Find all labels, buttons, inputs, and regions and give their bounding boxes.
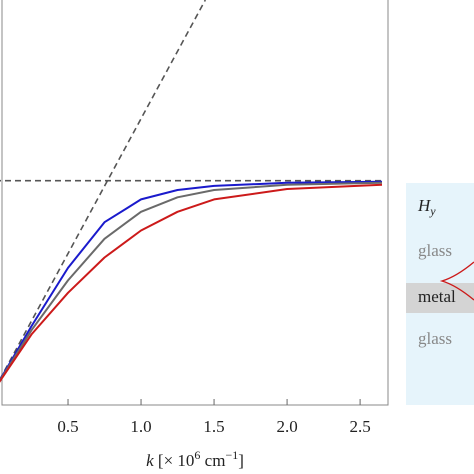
field-profile (439, 261, 474, 301)
inset-middle-label: metal (418, 287, 456, 306)
series-line (0, 180, 383, 382)
x-axis-label: k [× 106 cm−1] (146, 445, 244, 470)
x-tick-label: 1.0 (130, 417, 151, 436)
x-label-unit-exp: −1 (225, 448, 238, 462)
field-symbol: H (417, 196, 432, 215)
plot-frame (1, 0, 389, 406)
x-tick-label: 0.5 (57, 417, 78, 436)
x-label-unit: cm (205, 451, 226, 470)
x-tick-label: 1.5 (203, 417, 224, 436)
series-line (0, 181, 383, 383)
metal-layer (406, 283, 474, 313)
series-line (0, 0, 207, 381)
x-label-symbol: k (146, 451, 154, 470)
x-label-exp: 6 (194, 448, 200, 462)
field-subscript: y (429, 204, 436, 218)
inset-top-label: glass (418, 241, 452, 260)
inset-field: Hy (417, 196, 436, 218)
x-label-close: ] (238, 451, 244, 470)
series-line (0, 183, 383, 383)
inset: Hy glass metal glass (406, 183, 474, 405)
inset-bottom-label: glass (418, 329, 452, 348)
x-label-open: [× 10 (158, 451, 195, 470)
x-tick-label: 2.5 (349, 417, 370, 436)
x-tick-label: 2.0 (276, 417, 297, 436)
